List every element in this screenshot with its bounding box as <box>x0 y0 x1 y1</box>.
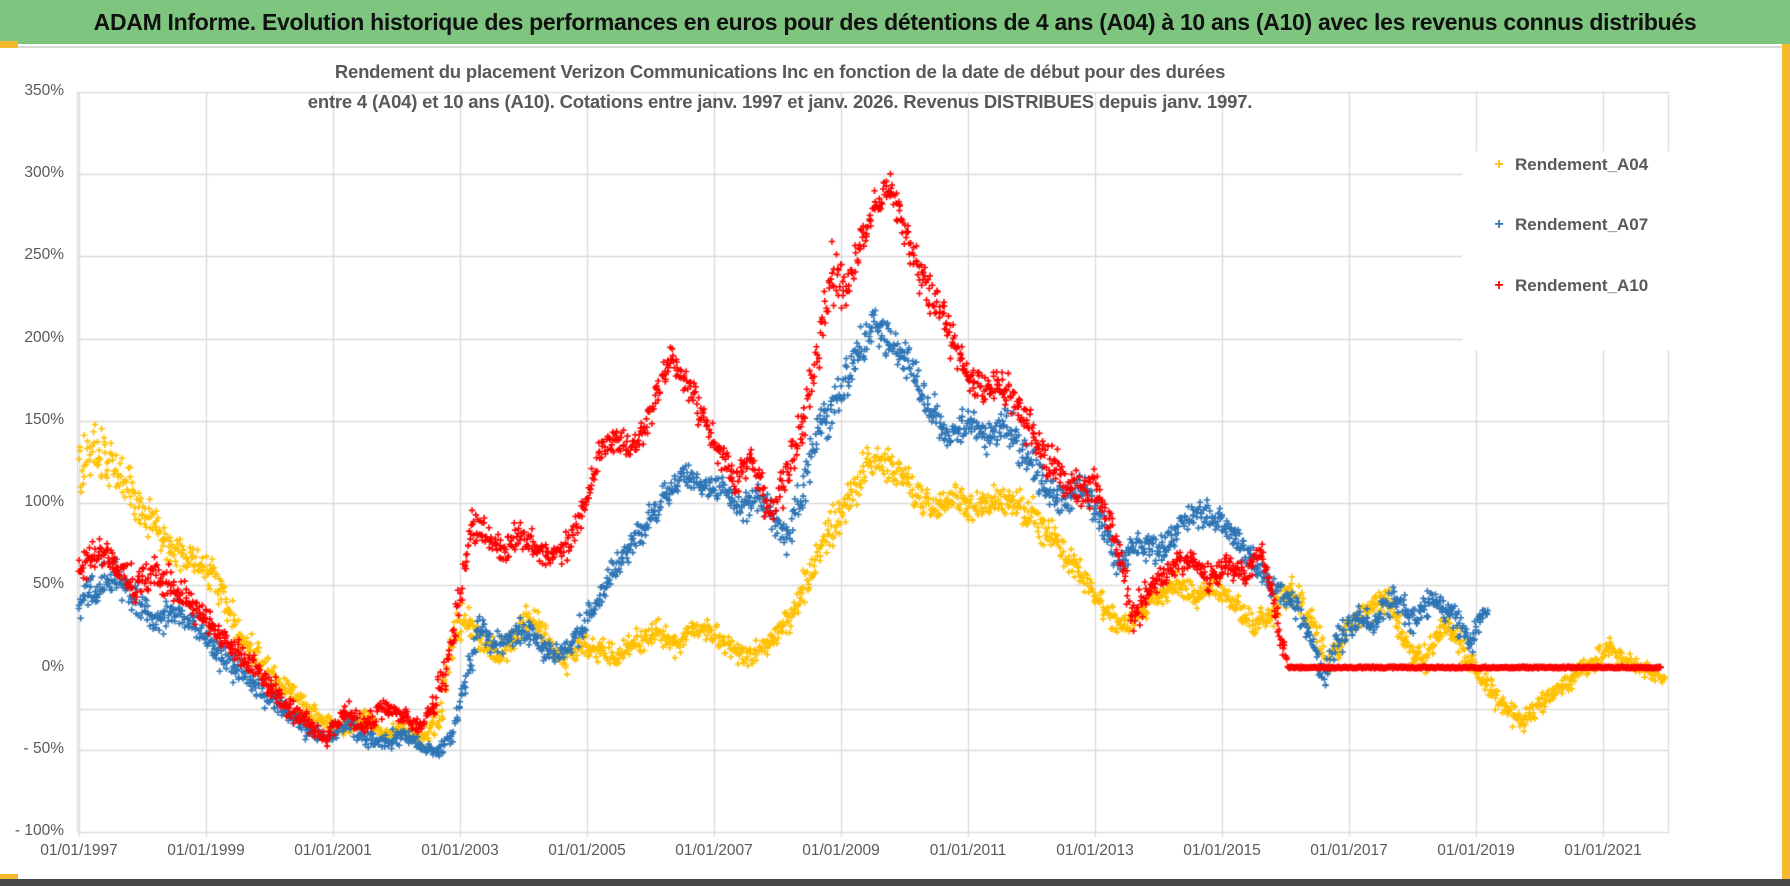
y-axis-tick-label: 150% <box>24 410 64 428</box>
x-axis-tick-label: 01/01/2003 <box>421 842 499 859</box>
y-axis-tick-label: 200% <box>24 328 64 346</box>
plus-icon: + <box>1494 216 1504 233</box>
x-axis-tick-label: 01/01/2013 <box>1056 842 1134 859</box>
y-axis-tick-label: 350% <box>24 81 64 99</box>
legend-item-rendement-a07: + Rendement_A07 <box>1492 213 1648 237</box>
y-axis-tick-label: 250% <box>24 246 64 264</box>
plus-icon: + <box>1494 277 1504 294</box>
x-axis-tick-label: 01/01/2011 <box>929 842 1007 859</box>
x-axis-tick-label: 01/01/1997 <box>40 842 118 859</box>
chart-title-line2: entre 4 (A04) et 10 ans (A10). Cotations… <box>307 91 1253 112</box>
y-axis-tick-label: 300% <box>24 164 64 182</box>
chart-title-line1: Rendement du placement Verizon Communica… <box>334 61 1226 82</box>
x-axis-tick-label: 01/01/2017 <box>1310 842 1388 859</box>
y-axis-tick-label: - 50% <box>23 739 65 757</box>
x-axis-tick-label: 01/01/2009 <box>802 842 880 859</box>
legend-label: Rendement_A04 <box>1515 155 1649 174</box>
x-axis-tick-label: 01/01/2015 <box>1183 842 1261 859</box>
x-axis-tick-label: 01/01/2021 <box>1564 842 1642 859</box>
legend-label: Rendement_A10 <box>1515 276 1649 295</box>
y-axis-tick-label: 50% <box>32 575 64 593</box>
y-axis-tick-label: - 100% <box>14 821 64 839</box>
x-axis-tick-label: 01/01/2005 <box>548 842 626 859</box>
chart-title: Rendement du placement Verizon Communica… <box>280 57 1280 117</box>
legend-label: Rendement_A07 <box>1515 215 1649 234</box>
x-axis-tick-label: 01/01/2001 <box>294 842 372 859</box>
x-axis-tick-label: 01/01/2019 <box>1437 842 1515 859</box>
x-axis-tick-label: 01/01/2007 <box>675 842 753 859</box>
legend-item-rendement-a10: + Rendement_A10 <box>1492 274 1648 298</box>
x-axis-tick-label: 01/01/1999 <box>167 842 245 859</box>
y-axis-tick-label: 0% <box>41 657 64 675</box>
plus-icon: + <box>1494 156 1504 173</box>
legend-item-rendement-a04: + Rendement_A04 <box>1492 153 1648 177</box>
y-axis-tick-label: 100% <box>24 493 64 511</box>
